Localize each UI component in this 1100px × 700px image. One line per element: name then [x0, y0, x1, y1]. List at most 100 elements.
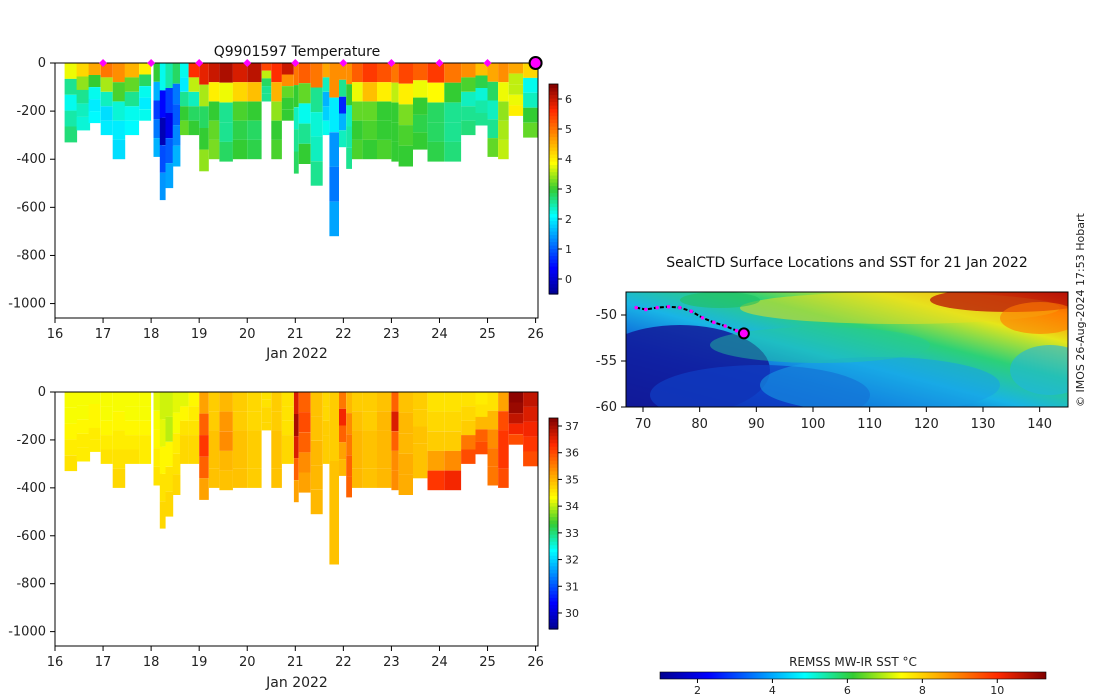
temperature-colorbar-step	[549, 252, 558, 257]
salinity-colorbar-step	[549, 435, 558, 440]
temperature-cell	[427, 141, 445, 162]
salinity-colorbar-step	[549, 442, 558, 447]
temperature-cell	[427, 102, 445, 123]
temperature-xtick-label: 25	[479, 327, 496, 342]
temperature-cell	[88, 63, 101, 75]
salinity-cell	[188, 392, 200, 407]
salinity-cell	[247, 430, 262, 450]
temperature-colorbar-step	[549, 241, 558, 246]
salinity-cell	[180, 420, 189, 436]
temperature-colorbar-tick-label: 0	[565, 273, 572, 286]
salinity-cell	[461, 435, 476, 450]
salinity-cell	[475, 429, 488, 442]
salinity-cell	[398, 453, 413, 475]
temperature-colorbar-step	[549, 98, 558, 103]
salinity-cell	[124, 406, 140, 421]
temperature-colorbar-step	[549, 238, 558, 243]
temperature-cell	[100, 63, 113, 78]
temperature-cell	[475, 63, 488, 76]
temperature-cell	[261, 86, 272, 94]
salinity-cell	[76, 419, 91, 434]
temperature-cell	[153, 63, 163, 82]
temperature-colorbar-step	[549, 122, 558, 127]
map-xtick-label: 140	[1027, 417, 1052, 432]
salinity-cell	[293, 392, 299, 414]
salinity-colorbar-frame	[548, 417, 559, 630]
salinity-cell	[199, 456, 209, 479]
temperature-cell	[352, 63, 363, 83]
sst-colorbar-tick-label: 8	[919, 684, 926, 697]
salinity-cell	[88, 416, 101, 428]
salinity-cell	[498, 392, 509, 412]
temperature-cell	[261, 78, 272, 87]
temperature-cell	[159, 90, 166, 118]
salinity-cell	[159, 474, 166, 502]
salinity-cell	[298, 412, 311, 433]
salinity-cell	[346, 476, 352, 498]
temperature-colorbar-step	[549, 161, 558, 166]
temperature-cell	[339, 113, 347, 131]
temperature-cell	[444, 82, 462, 103]
temperature-colorbar-step	[549, 210, 558, 215]
temperature-colorbar-step	[549, 168, 558, 173]
temperature-cell	[64, 63, 78, 79]
salinity-colorbar-step	[549, 463, 558, 468]
temperature-cell	[64, 110, 78, 127]
temperature-cell	[413, 97, 428, 115]
salinity-colorbar-tick-label: 36	[565, 447, 579, 460]
temperature-cell	[498, 120, 509, 140]
temperature-cell	[339, 96, 347, 114]
temperature-ytick-label: -800	[16, 248, 46, 263]
temperature-cell	[487, 81, 499, 101]
salinity-cell	[339, 392, 347, 409]
temperature-cell	[362, 82, 377, 102]
sst-colorbar-tick-label: 10	[990, 684, 1004, 697]
temperature-cell	[165, 88, 174, 113]
temperature-cell	[124, 63, 140, 78]
temperature-colorbar-step	[549, 101, 558, 106]
map-title: SealCTD Surface Locations and SST for 21…	[666, 255, 1027, 271]
salinity-cell	[329, 461, 339, 496]
temperature-colorbar-step	[549, 196, 558, 201]
salinity-cell	[329, 495, 339, 530]
temperature-cell	[398, 63, 413, 84]
salinity-cell	[76, 392, 91, 406]
temperature-xtick-label: 23	[383, 327, 400, 342]
salinity-colorbar-step	[549, 544, 558, 549]
sst-colorbar-tick-label: 6	[844, 684, 851, 697]
temperature-cell	[124, 77, 140, 92]
salinity-cell	[232, 411, 248, 431]
salinity-cell	[298, 472, 311, 493]
salinity-cell	[180, 449, 189, 464]
temperature-colorbar-step	[549, 119, 558, 124]
temperature-xtick-label: 16	[47, 327, 64, 342]
salinity-cell	[188, 449, 200, 464]
temperature-cell	[199, 84, 209, 107]
temperature-cell	[199, 106, 209, 128]
salinity-colorbar-tick-label: 31	[565, 580, 579, 593]
map-axes: 70 80 90 100 110 120 130 140 -50 -55 -60	[596, 308, 1052, 432]
temperature-xtick-label: 18	[143, 327, 160, 342]
sst-colorbar-tick-label: 2	[694, 684, 701, 697]
temperature-cell	[346, 105, 352, 127]
temperature-cell	[219, 141, 233, 162]
salinity-cell	[508, 423, 524, 435]
salinity-cell	[112, 411, 126, 431]
salinity-cell	[165, 466, 174, 492]
salinity-cell	[261, 422, 272, 431]
salinity-cell	[352, 392, 363, 412]
salinity-cell	[153, 429, 163, 449]
temperature-colorbar-step	[549, 213, 558, 218]
salinity-cell	[487, 466, 499, 486]
salinity-colorbar-step	[549, 512, 558, 518]
temperature-colorbar-step	[549, 84, 558, 89]
temperature-cell	[188, 91, 200, 107]
salinity-colorbar-step	[549, 604, 558, 609]
salinity-cell	[362, 468, 377, 488]
map-xtick-label: 80	[691, 417, 708, 432]
temperature-colorbar-step	[549, 91, 558, 96]
temperature-colorbar-step	[549, 112, 558, 117]
salinity-colorbar-tick-label: 32	[565, 554, 579, 567]
temperature-cell	[271, 63, 282, 83]
salinity-cell	[427, 392, 445, 412]
